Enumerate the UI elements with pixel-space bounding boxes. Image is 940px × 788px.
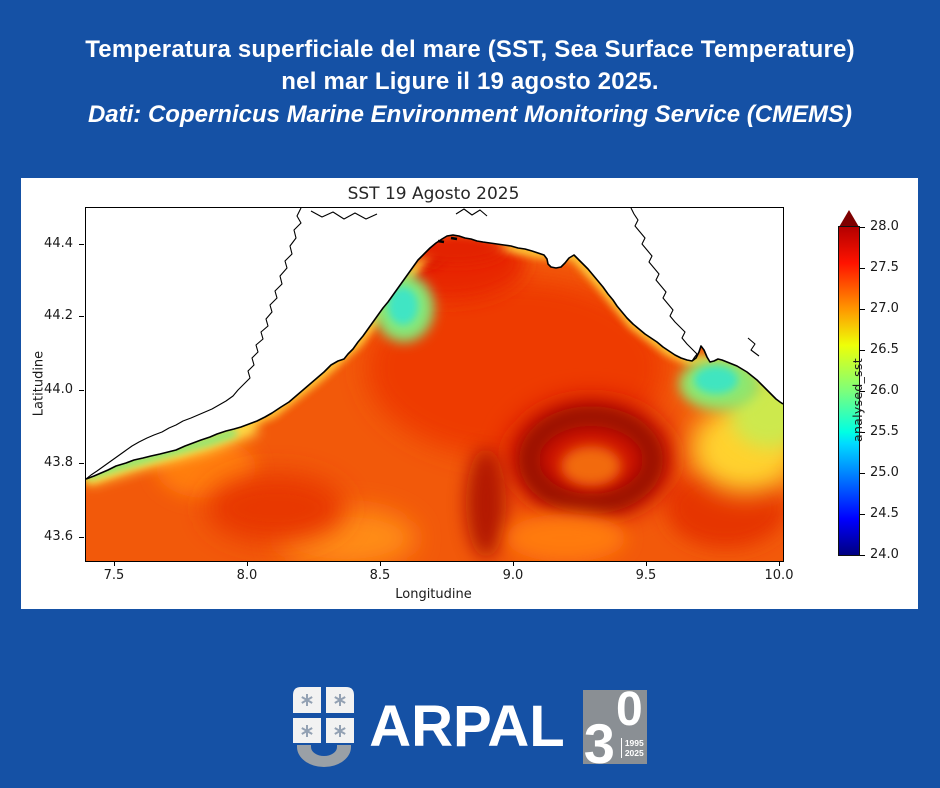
sst-map-canvas <box>86 208 783 561</box>
liguria-shield-icon <box>293 687 355 767</box>
colorbar-tick-label: 24.5 <box>870 506 899 521</box>
coastline <box>86 234 783 480</box>
caption-line-2: nel mar Ligure il 19 agosto 2025. <box>281 68 659 95</box>
x-tick-mark <box>114 561 116 566</box>
x-tick-mark <box>779 561 781 566</box>
colorbar-tick-label: 25.0 <box>870 465 899 480</box>
colorbar-tick <box>860 227 865 229</box>
x-tick-label: 9.0 <box>502 568 524 583</box>
x-tick-mark <box>513 561 515 566</box>
harbor-marks <box>437 236 458 244</box>
y-tick-mark <box>79 537 84 539</box>
colorbar-tick <box>860 309 865 311</box>
region-border <box>86 208 760 480</box>
figure-panel: SST 19 Agosto 2025 Latitudine <box>21 178 918 609</box>
colorbar <box>838 226 860 556</box>
colorbar-tick <box>860 268 865 270</box>
badge-year-start: 1995 <box>624 738 644 748</box>
y-tick-mark <box>79 244 84 246</box>
caption-line-1: Temperatura superficiale del mare (SST, … <box>85 36 855 63</box>
colorbar-extend-arrow <box>839 210 859 227</box>
footer-logo-row: ARPAL 0 3 1995 2025 <box>0 684 940 772</box>
x-tick-mark <box>380 561 382 566</box>
x-tick-label: 8.5 <box>369 568 391 583</box>
sst-map <box>85 207 784 562</box>
x-tick-label: 10.0 <box>764 568 794 583</box>
caption-line-3: Dati: Copernicus Marine Environment Moni… <box>87 101 853 128</box>
colorbar-tick <box>860 514 865 516</box>
colorbar-tick <box>860 555 865 557</box>
colorbar-tick-label: 28.0 <box>870 219 899 234</box>
x-tick-label: 7.5 <box>103 568 125 583</box>
y-tick-label: 44.2 <box>44 308 73 323</box>
y-tick-label: 43.8 <box>44 455 73 470</box>
colorbar-tick-label: 27.0 <box>870 301 899 316</box>
x-tick-label: 8.0 <box>236 568 258 583</box>
badge-digit-0: 0 <box>616 683 643 736</box>
y-tick-label: 44.4 <box>44 236 73 251</box>
colorbar-tick-label: 25.5 <box>870 424 899 439</box>
colorbar-tick-label: 27.5 <box>870 260 899 275</box>
colorbar-label: analysed_sst <box>850 357 865 443</box>
badge-years: 1995 2025 <box>620 738 644 758</box>
colorbar-tick <box>860 391 865 393</box>
badge-year-end: 2025 <box>624 748 644 758</box>
colorbar-tick-label: 24.0 <box>870 547 899 562</box>
colorbar-tick <box>860 432 865 434</box>
colorbar-tick <box>860 350 865 352</box>
x-tick-mark <box>646 561 648 566</box>
y-tick-mark <box>79 316 84 318</box>
y-tick-label: 43.6 <box>44 529 73 544</box>
plot-title: SST 19 Agosto 2025 <box>347 184 520 204</box>
badge-digit-3: 3 <box>583 712 615 775</box>
x-tick-mark <box>247 561 249 566</box>
x-axis-label: Longitudine <box>395 587 472 602</box>
x-tick-label: 9.5 <box>635 568 657 583</box>
figure-caption: Temperatura superficiale del mare (SST, … <box>0 34 940 132</box>
brand-wordmark: ARPAL <box>369 694 565 759</box>
colorbar-tick-label: 26.5 <box>870 342 899 357</box>
colorbar-tick <box>860 473 865 475</box>
anniversary-30-badge: 0 3 1995 2025 <box>582 686 647 772</box>
colorbar-tick-label: 26.0 <box>870 383 899 398</box>
y-tick-mark <box>79 463 84 465</box>
star-icon <box>301 694 346 737</box>
y-tick-label: 44.0 <box>44 382 73 397</box>
y-tick-mark <box>79 390 84 392</box>
